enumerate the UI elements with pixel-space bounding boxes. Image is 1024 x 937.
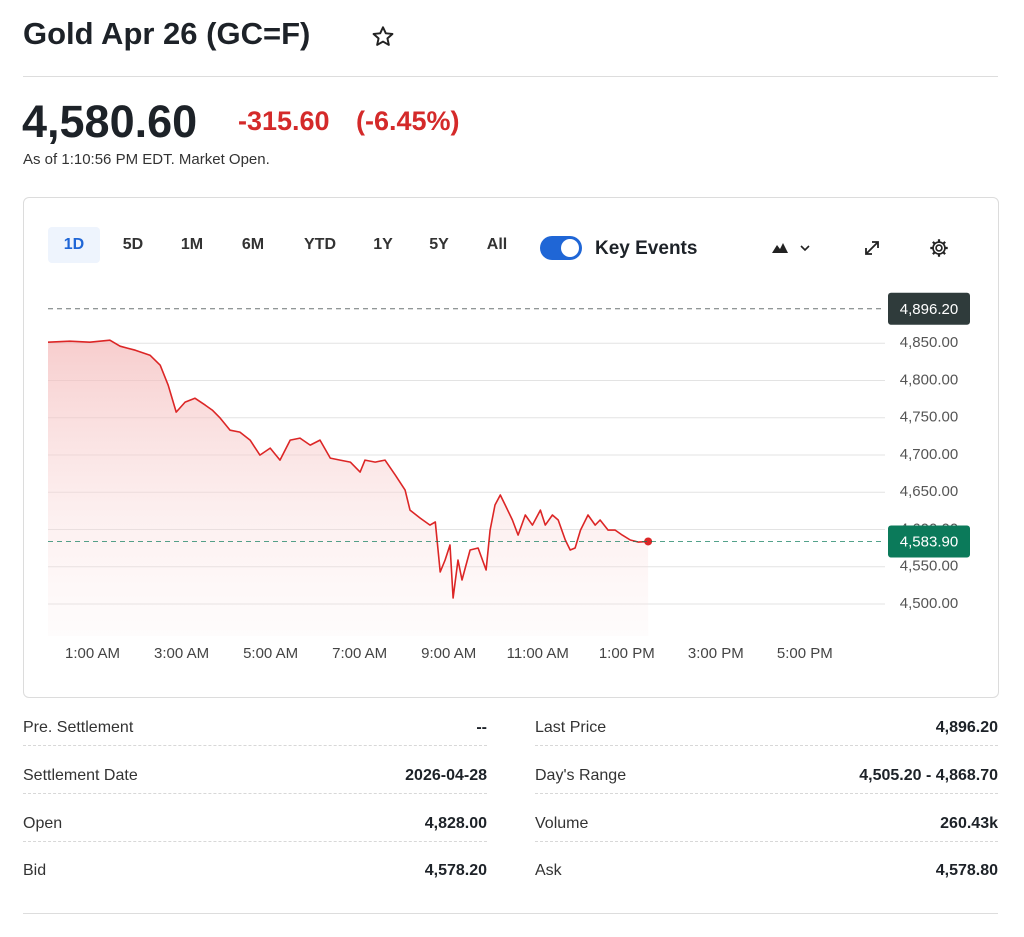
x-tick-label: 5:00 AM: [243, 645, 298, 662]
y-tick-label: 4,500.00: [900, 595, 958, 612]
price-badge-label: 4,896.20: [900, 301, 958, 318]
x-tick-label: 11:00 AM: [507, 645, 569, 662]
price-badge: [888, 292, 970, 325]
stat-label: Volume: [535, 815, 589, 832]
stat-value: 4,578.80: [935, 862, 998, 879]
key-events-label: Key Events: [595, 238, 698, 259]
last-point: [644, 537, 653, 546]
x-tick-label: 5:00 PM: [777, 645, 833, 662]
fullscreen-button[interactable]: [862, 238, 882, 258]
row-separator: [23, 841, 487, 842]
range-button[interactable]: 6M: [241, 236, 265, 253]
chart-card: [23, 197, 999, 698]
change-percent: (-6.45%): [356, 106, 460, 136]
stat-label: Day's Range: [535, 767, 627, 784]
divider: [23, 76, 998, 77]
stat-value: 4,896.20: [935, 719, 998, 736]
stat-value: 4,505.20 - 4,868.70: [859, 767, 998, 784]
stat-value: 260.43k: [940, 815, 998, 832]
stat-label: Ask: [535, 862, 562, 879]
range-button[interactable]: YTD: [304, 236, 336, 253]
stat-label: Settlement Date: [23, 767, 138, 784]
y-tick-label: 4,550.00: [900, 558, 958, 575]
range-button[interactable]: 5D: [122, 236, 144, 253]
range-button[interactable]: 1M: [180, 236, 204, 253]
price-line: [47, 339, 649, 599]
change: -315.60: [238, 106, 330, 136]
star-icon[interactable]: [370, 24, 396, 50]
x-tick-label: 3:00 PM: [688, 645, 744, 662]
y-tick-label: 4,650.00: [900, 483, 958, 500]
stat-value: 2026-04-28: [405, 767, 487, 784]
divider: [23, 913, 998, 914]
stat-label: Bid: [23, 862, 47, 879]
stat-value: 4,578.20: [424, 862, 487, 879]
area-fill: [48, 340, 649, 636]
y-tick-label: 4,850.00: [900, 334, 958, 351]
row-separator: [23, 793, 487, 794]
range-button[interactable]: 1D: [48, 227, 100, 263]
y-tick-label: 4,750.00: [900, 409, 958, 426]
stat-label: Pre. Settlement: [23, 719, 134, 736]
price-badge: [888, 525, 970, 558]
range-button[interactable]: 1Y: [373, 236, 393, 253]
y-tick-label: 4,700.00: [900, 446, 958, 463]
row-separator: [23, 745, 487, 746]
row-separator: [535, 841, 998, 842]
title: Gold Apr 26 (GC=F): [23, 16, 311, 51]
row-separator: [535, 793, 998, 794]
range-button[interactable]: 5Y: [429, 236, 449, 253]
settings-button[interactable]: [928, 237, 950, 259]
stat-label: Open: [23, 815, 63, 832]
price-badge-label: 4,583.90: [900, 533, 958, 550]
row-separator: [535, 745, 998, 746]
x-tick-label: 1:00 PM: [599, 645, 655, 662]
stat-value: --: [476, 719, 487, 736]
x-tick-label: 1:00 AM: [65, 645, 120, 662]
stat-value: 4,828.00: [424, 815, 487, 832]
x-tick-label: 7:00 AM: [332, 645, 387, 662]
x-tick-label: 9:00 AM: [421, 645, 476, 662]
chart-type-button[interactable]: [770, 238, 810, 258]
price-chart: 4,500.004,550.004,600.004,650.004,700.00…: [47, 292, 970, 662]
stat-label: Last Price: [535, 719, 607, 736]
y-tick-label: 4,800.00: [900, 371, 958, 388]
as-of: As of 1:10:56 PM EDT. Market Open.: [23, 151, 270, 168]
x-tick-label: 3:00 AM: [154, 645, 209, 662]
price: 4,580.60: [22, 96, 198, 147]
range-button[interactable]: All: [486, 236, 508, 253]
key-events-toggle[interactable]: [540, 236, 582, 260]
